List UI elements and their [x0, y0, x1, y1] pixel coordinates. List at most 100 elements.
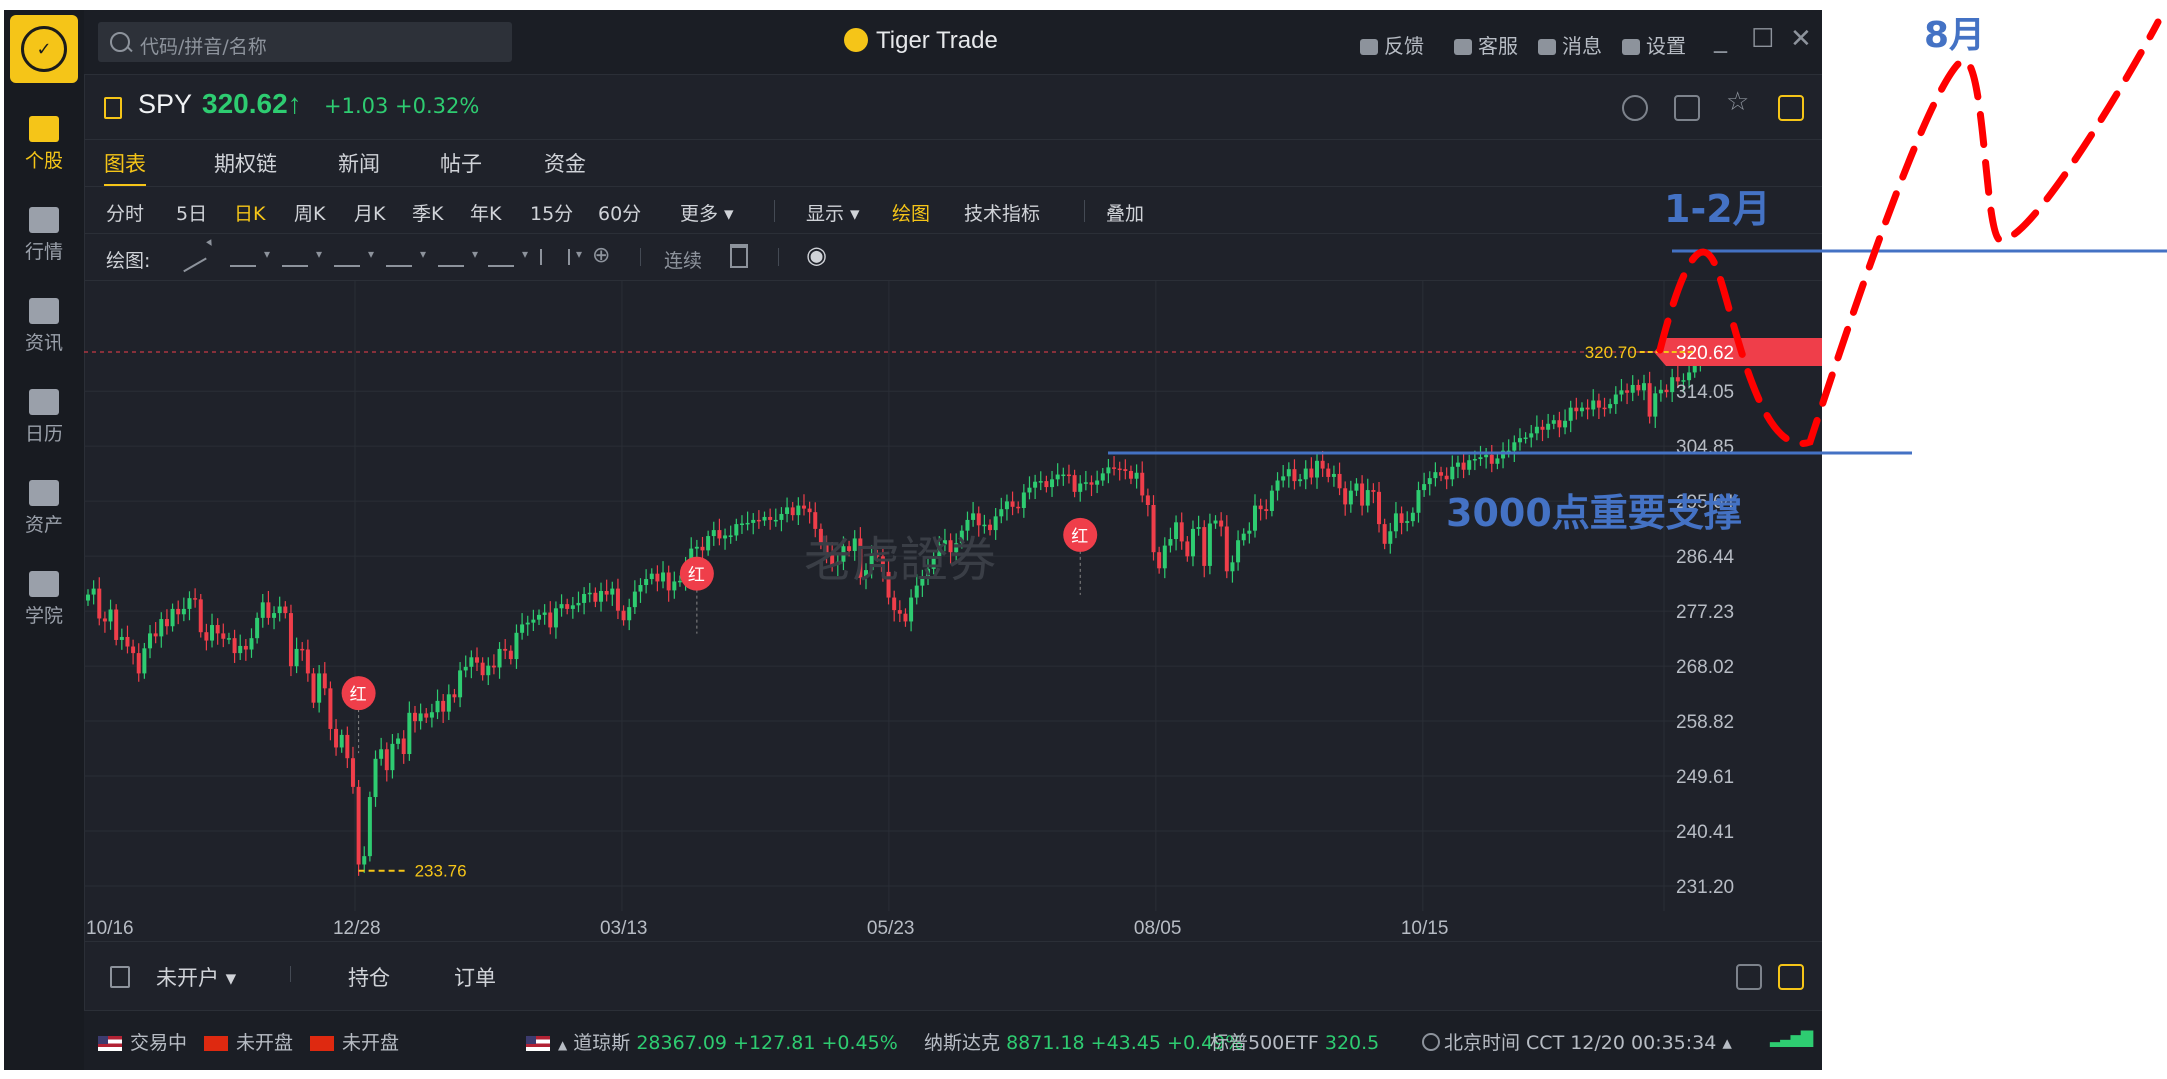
- candle: [1145, 495, 1150, 506]
- tab-funds[interactable]: 资金: [544, 152, 586, 176]
- candle: [1033, 481, 1038, 488]
- candle: [1207, 523, 1212, 566]
- event-marker: [341, 676, 376, 711]
- candle: [971, 513, 976, 520]
- left-nav: ✓ 个股 行情 资讯 日历 资产 学院: [4, 10, 85, 1070]
- candle: [288, 613, 293, 667]
- close-button[interactable]: ✕: [1790, 24, 1812, 54]
- period-year[interactable]: 年K: [470, 203, 502, 225]
- refresh-icon[interactable]: [1622, 95, 1648, 121]
- period-more[interactable]: 更多 ▾: [680, 203, 734, 225]
- text-tool-icon[interactable]: [488, 247, 528, 267]
- grid-icon[interactable]: [1674, 95, 1700, 121]
- service-button[interactable]: 客服: [1454, 30, 1518, 59]
- tab-chart[interactable]: 图表: [104, 148, 146, 186]
- zoom-icon[interactable]: ⊕: [592, 243, 611, 268]
- clock: 北京时间 CCT 12/20 00:35:34 ▴: [1422, 1028, 1732, 1055]
- candle: [1106, 467, 1111, 474]
- continuous-toggle[interactable]: 连续: [664, 250, 703, 272]
- nav-item-calendar[interactable]: 日历: [4, 375, 84, 455]
- candle: [599, 590, 604, 602]
- search-input[interactable]: 代码/拼音/名称: [98, 22, 512, 62]
- collapse-icon[interactable]: [1778, 964, 1804, 990]
- nav-item-assets[interactable]: 资产: [4, 466, 84, 546]
- index-spy[interactable]: 标普500ETF 320.5: [1210, 1032, 1380, 1054]
- price-chart[interactable]: 314.05 304.85 295.64 286.44 277.23 268.02 258.…: [84, 281, 1822, 942]
- draw-button[interactable]: 绘图: [892, 203, 931, 225]
- event-marker-label: 红: [350, 685, 367, 705]
- period-week[interactable]: 周K: [294, 203, 326, 225]
- feedback-icon: [1360, 39, 1378, 55]
- candle: [345, 734, 350, 759]
- star-icon[interactable]: ☆: [1726, 87, 1750, 117]
- watchlist-toggle-icon[interactable]: [104, 97, 122, 119]
- bars-tool-icon[interactable]: [540, 247, 582, 265]
- candle: [503, 648, 508, 651]
- symbol-bar: SPY 320.62↑ +1.03 +0.32% ☆: [84, 75, 1822, 140]
- candle: [170, 608, 175, 627]
- candle: [869, 555, 874, 571]
- line-tool-icon[interactable]: [175, 243, 207, 273]
- candle: [897, 610, 902, 614]
- tab-options[interactable]: 期权链: [214, 152, 277, 176]
- trash-icon[interactable]: [730, 244, 748, 268]
- symbol-name: SPY: [138, 89, 193, 119]
- period-day[interactable]: 日K: [234, 203, 266, 225]
- tab-orders[interactable]: 订单: [454, 966, 496, 990]
- candle: [818, 528, 823, 544]
- period-month[interactable]: 月K: [354, 203, 386, 225]
- settings-button[interactable]: 设置: [1622, 30, 1686, 59]
- index-ixic[interactable]: 纳斯达克 8871.18 +43.45 +0.49%: [924, 1032, 1244, 1054]
- period-quarter[interactable]: 季K: [412, 203, 444, 225]
- messages-button[interactable]: 消息: [1538, 30, 1602, 59]
- candle: [1089, 482, 1094, 485]
- overlay-button[interactable]: 叠加: [1106, 203, 1145, 225]
- nav-item-market[interactable]: 行情: [4, 193, 84, 273]
- candle: [886, 571, 891, 598]
- fib-tool-icon[interactable]: [334, 247, 374, 267]
- tab-positions[interactable]: 持仓: [348, 966, 390, 990]
- measure-tool-icon[interactable]: [438, 247, 478, 267]
- feedback-button[interactable]: 反馈: [1360, 30, 1424, 59]
- period-intraday[interactable]: 分时: [106, 203, 145, 225]
- minimize-button[interactable]: _: [1714, 24, 1727, 54]
- period-60min[interactable]: 60分: [598, 203, 642, 225]
- candle: [604, 590, 609, 595]
- candle: [677, 580, 682, 583]
- eye-icon[interactable]: ◉: [806, 241, 827, 269]
- restore-icon[interactable]: [1736, 964, 1762, 990]
- period-15min[interactable]: 15分: [530, 203, 574, 225]
- candle: [739, 523, 744, 526]
- candle: [1427, 478, 1432, 485]
- account-dropdown[interactable]: 未开户 ▾: [156, 966, 237, 990]
- candle: [1016, 506, 1021, 509]
- candle: [632, 591, 637, 608]
- display-dropdown[interactable]: 显示 ▾: [806, 203, 860, 225]
- channel-tool-icon[interactable]: [282, 247, 322, 267]
- panel-toggle-icon[interactable]: [1778, 95, 1804, 121]
- panel-icon[interactable]: [110, 966, 130, 988]
- nav-item-news[interactable]: 资讯: [4, 284, 84, 364]
- nav-label: 行情: [24, 241, 63, 263]
- nav-item-academy[interactable]: 学院: [4, 557, 84, 637]
- tab-news[interactable]: 新闻: [338, 152, 380, 176]
- annotation-aug: 8月: [1924, 15, 1986, 56]
- candle: [1540, 426, 1545, 430]
- indicators-button[interactable]: 技术指标: [964, 203, 1041, 225]
- nav-item-stock[interactable]: 个股: [4, 102, 84, 182]
- candle: [407, 712, 412, 755]
- candle: [1489, 454, 1494, 464]
- maximize-button[interactable]: ☐: [1751, 24, 1775, 54]
- candle: [1416, 490, 1421, 513]
- arrow-tool-icon[interactable]: [386, 247, 426, 267]
- drawing-label: 绘图:: [106, 250, 151, 272]
- tab-posts[interactable]: 帖子: [440, 152, 482, 176]
- index-dji[interactable]: ▲ 道琼斯 28367.09 +127.81 +0.45%: [526, 1028, 898, 1055]
- candle: [1613, 394, 1618, 405]
- ray-tool-icon[interactable]: [230, 247, 270, 267]
- candle: [1484, 454, 1489, 458]
- candle: [610, 588, 615, 595]
- candlestick-chart[interactable]: 314.05 304.85 295.64 286.44 277.23 268.02 258.…: [84, 281, 1822, 941]
- candle: [1123, 469, 1128, 471]
- period-5day[interactable]: 5日: [176, 203, 208, 225]
